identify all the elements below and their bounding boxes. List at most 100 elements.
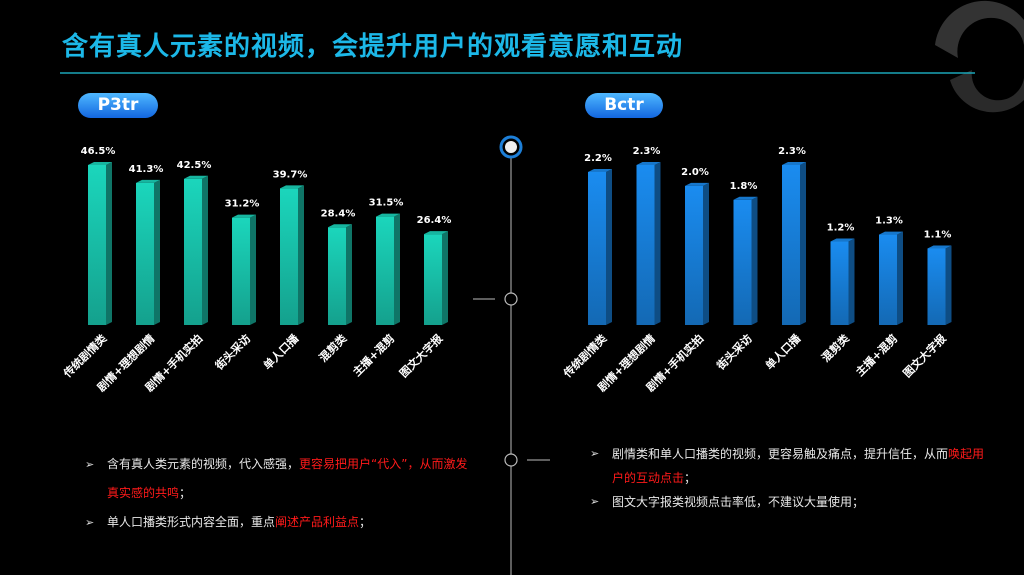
bar-side (394, 213, 400, 325)
bar (376, 216, 394, 325)
bar (328, 227, 346, 325)
bar (685, 185, 703, 325)
value-label: 1.1% (924, 229, 952, 240)
bar-top (328, 224, 352, 228)
bar (184, 178, 202, 325)
value-label: 31.2% (225, 199, 260, 210)
value-label: 2.2% (584, 153, 612, 164)
bar-top (588, 168, 612, 172)
highlight-text: 唤起用户的互动点击 (612, 447, 985, 485)
x-tick-label: 图文大字报 (900, 331, 949, 380)
bullet: 图文大字报类视频点击率低，不建议大量使用； (590, 490, 985, 514)
bar-side (654, 162, 661, 325)
divider-node (505, 141, 517, 153)
bar (636, 165, 655, 325)
value-label: 2.0% (681, 167, 709, 178)
chart-title: Bctr (585, 93, 663, 118)
bar-side (800, 162, 806, 325)
bar-top (733, 196, 758, 200)
value-label: 2.3% (778, 146, 806, 157)
bar-top (782, 162, 806, 165)
bar-top (376, 213, 400, 217)
bar (588, 171, 606, 325)
bar-side (848, 238, 855, 325)
bullet-text: 含有真人类元素的视频，代入感强， (107, 457, 300, 471)
bar (782, 165, 800, 325)
x-tick-label: 传统剧情类 (560, 331, 610, 381)
x-tick-label: 主播+混剪 (350, 331, 398, 379)
x-tick-label: 传统剧情类 (60, 331, 110, 381)
bar-side (945, 245, 952, 325)
bar-side (346, 224, 352, 325)
bar-side (250, 214, 256, 325)
bullet-text: ； (359, 515, 372, 529)
bullet-text: 图文大字报类视频点击率低，不建议大量使用； (612, 495, 865, 509)
value-label: 28.4% (321, 208, 356, 219)
x-tick-label: 混剪类 (316, 331, 350, 365)
x-tick-label: 街头采访 (212, 331, 254, 373)
bar-top (636, 162, 661, 165)
value-label: 31.5% (369, 198, 404, 209)
bar (232, 217, 250, 325)
value-label: 46.5% (81, 146, 116, 157)
bar (280, 188, 298, 325)
x-tick-label: 混剪类 (819, 331, 853, 365)
value-label: 1.2% (827, 223, 855, 234)
bar (879, 234, 897, 325)
logo-decoration (935, 0, 1024, 59)
bullet-text: 剧情类和单人口播类的视频，更容易触及痛点，提升信任，从而 (612, 447, 949, 461)
value-label: 2.3% (633, 146, 661, 157)
bar-top (685, 182, 709, 186)
bar-side (606, 168, 612, 325)
value-label: 1.8% (730, 181, 758, 192)
bar-side (298, 185, 304, 325)
bar-top (136, 179, 160, 183)
divider-node (504, 453, 518, 467)
bar (136, 182, 154, 325)
charts: 46.5%传统剧情类41.3%剧情+理想剧情42.5%剧情+手机实拍31.2%街… (60, 146, 952, 394)
bullet: 单人口播类形式内容全面，重点阐述产品利益点； (85, 508, 475, 537)
bar (927, 248, 946, 325)
bullet-text: ； (684, 471, 697, 485)
x-tick-label: 图文大字报 (396, 331, 445, 380)
bar-side (751, 196, 758, 325)
x-tick-label: 单人口播 (260, 331, 302, 373)
bullet-text: 单人口播类形式内容全面，重点 (107, 515, 276, 529)
logo-decoration (950, 70, 1024, 113)
bar-side (703, 182, 709, 325)
bar-top (184, 175, 208, 179)
bullet-list: 含有真人类元素的视频，代入感强，更容易把用户“代入”，从而激发真实感的共鸣；单人… (85, 450, 475, 537)
bar (733, 199, 752, 325)
value-label: 26.4% (417, 215, 452, 226)
chart-title: P3tr (78, 93, 158, 118)
bar (424, 234, 442, 325)
bar-top (927, 245, 952, 249)
value-label: 41.3% (129, 164, 164, 175)
divider-node (504, 292, 518, 306)
value-label: 39.7% (273, 169, 308, 180)
bullet: 含有真人类元素的视频，代入感强，更容易把用户“代入”，从而激发真实感的共鸣； (85, 450, 475, 508)
bullet-list: 剧情类和单人口播类的视频，更容易触及痛点，提升信任，从而唤起用户的互动点击； 图文… (590, 442, 985, 514)
bullet: 剧情类和单人口播类的视频，更容易触及痛点，提升信任，从而唤起用户的互动点击； (590, 442, 985, 490)
bar-top (232, 214, 256, 218)
bar-top (88, 162, 112, 165)
x-tick-label: 主播+混剪 (853, 331, 901, 379)
bar-top (424, 231, 448, 235)
bar-side (202, 175, 208, 325)
bar-side (442, 231, 448, 325)
value-label: 1.3% (875, 216, 903, 227)
bar-top (280, 185, 304, 189)
bar-side (897, 231, 903, 325)
slide-title: 含有真人元素的视频，会提升用户的观看意愿和互动 (62, 32, 684, 62)
value-label: 42.5% (177, 160, 212, 171)
bar-top (830, 238, 855, 242)
x-tick-label: 单人口播 (762, 331, 804, 373)
highlight-text: 更容易把用户“代入”，从而激发真实感的共鸣 (107, 457, 468, 500)
bullet-text: ； (179, 486, 192, 500)
bar-side (106, 162, 112, 325)
bar-side (154, 179, 160, 325)
bar (88, 165, 106, 325)
highlight-text: 阐述产品利益点 (275, 515, 360, 529)
